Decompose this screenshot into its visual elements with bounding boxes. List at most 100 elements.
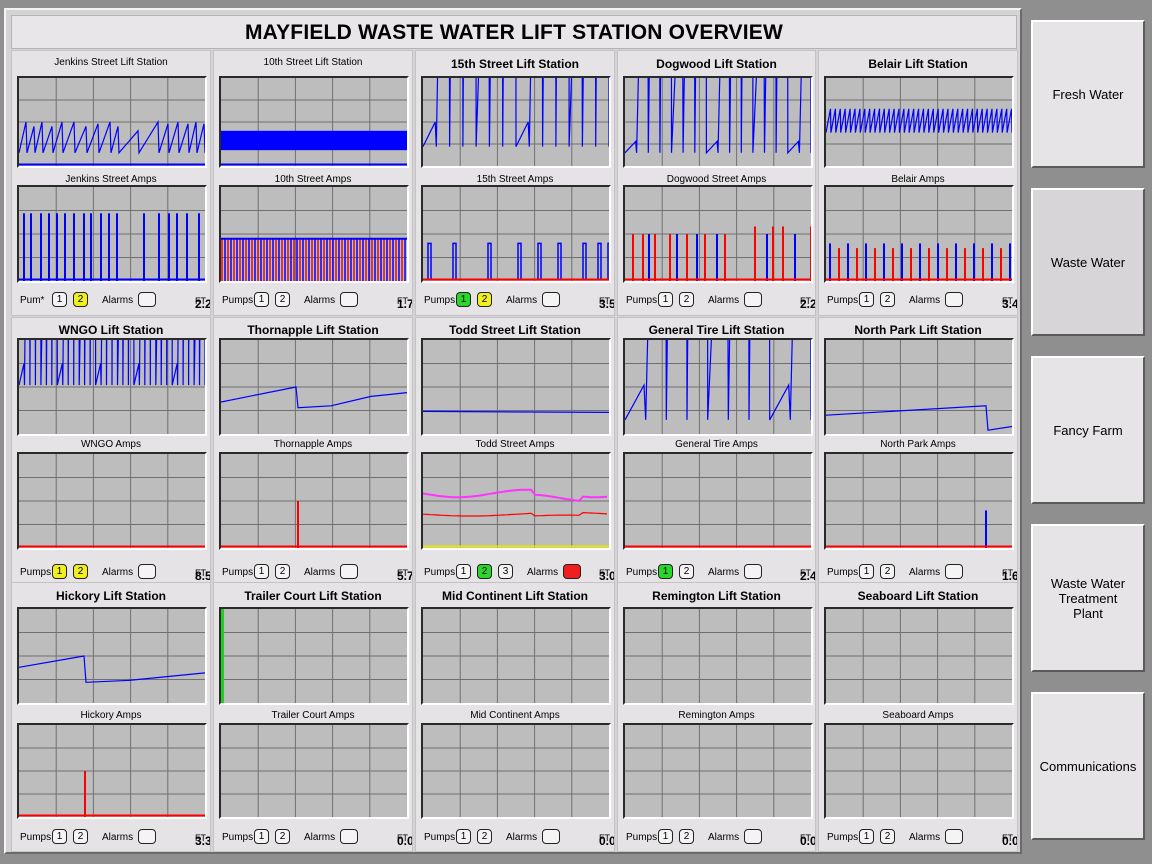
pump-2-indicator[interactable]: 2 (73, 292, 88, 307)
pump-1-indicator[interactable]: 1 (456, 829, 471, 844)
general-tire-lift-station-panel[interactable]: General Tire Lift Station General Tire Am… (617, 317, 816, 583)
pump-1-indicator[interactable]: 1 (456, 564, 471, 579)
amps-title: General Tire Amps (675, 439, 758, 450)
belair-lift-station-panel[interactable]: Belair Lift Station Belair Amps Pumps 1 2 Ala… (818, 50, 1018, 316)
alarm-indicator[interactable] (138, 292, 156, 307)
nav-fancy-farm-button[interactable]: Fancy Farm (1031, 356, 1145, 504)
alarm-indicator[interactable] (542, 292, 560, 307)
amps-title: 15th Street Amps (476, 174, 554, 185)
alarm-indicator[interactable] (744, 564, 762, 579)
pump-1-indicator[interactable]: 1 (658, 564, 673, 579)
alarm-indicator[interactable] (563, 564, 581, 579)
alarm-indicator[interactable] (542, 829, 560, 844)
todd-street-lift-station-panel[interactable]: Todd Street Lift Station Todd Street Amps… (415, 317, 615, 583)
alarm-indicator[interactable] (945, 564, 963, 579)
pump-1-indicator[interactable]: 1 (254, 564, 269, 579)
seaboard-lift-station-panel[interactable]: Seaboard Lift Station Seaboard Amps Pumps 1… (818, 582, 1018, 852)
pump-1-indicator[interactable]: 1 (859, 829, 874, 844)
level-unit: FT (195, 568, 206, 578)
alarm-indicator[interactable] (945, 829, 963, 844)
overview-panel: MAYFIELD WASTE WATER LIFT STATION OVERVI… (4, 8, 1022, 854)
pump-2-indicator[interactable]: 2 (477, 564, 492, 579)
amps-title: Remington Amps (678, 710, 755, 721)
alarm-indicator[interactable] (744, 292, 762, 307)
trailer-court-lift-station-panel[interactable]: Trailer Court Lift Station Trailer Court … (213, 582, 413, 852)
level-unit: FT (800, 296, 811, 306)
nav-waste-water-treatment-plant-button[interactable]: Waste Water Treatment Plant (1031, 524, 1145, 672)
pump-2-indicator[interactable]: 2 (275, 292, 290, 307)
remington-lift-station-panel[interactable]: Remington Lift Station Remington Amps Pump… (617, 582, 816, 852)
north-park-lift-station-panel[interactable]: North Park Lift Station North Park Amps Pu… (818, 317, 1018, 583)
pumps-label: Pumps (424, 567, 456, 578)
pump-2-indicator[interactable]: 2 (477, 292, 492, 307)
15th-street-lift-station-panel[interactable]: 15th Street Lift Station 15th Street Amps… (415, 50, 615, 316)
station-title: Trailer Court Lift Station (244, 589, 382, 603)
alarms-label: Alarms (909, 832, 941, 843)
alarm-indicator[interactable] (945, 292, 963, 307)
pump-1-indicator[interactable]: 1 (52, 829, 67, 844)
pump-1-indicator[interactable]: 1 (52, 564, 67, 579)
pump-1-indicator[interactable]: 1 (658, 829, 673, 844)
mid-continent-lift-station-panel[interactable]: Mid Continent Lift Station Mid Continent … (415, 582, 615, 852)
amps-title: Hickory Amps (80, 710, 142, 721)
pump-1-indicator[interactable]: 1 (254, 292, 269, 307)
pumps-label: Pumps (424, 832, 456, 843)
alarms-label: Alarms (102, 295, 134, 306)
pump-2-indicator[interactable]: 2 (275, 564, 290, 579)
amps-title: WNGO Amps (80, 439, 141, 450)
pumps-label: Pumps (827, 567, 859, 578)
station-title: Dogwood Lift Station (656, 57, 777, 71)
pump-2-indicator[interactable]: 2 (275, 829, 290, 844)
nav-waste-water-button[interactable]: Waste Water (1031, 188, 1145, 336)
nav-fresh-water-button[interactable]: Fresh Water (1031, 20, 1145, 168)
amps-trend-plot (219, 723, 409, 819)
hickory-lift-station-panel[interactable]: Hickory Lift Station Hickory Amps Pumps 1 2 A… (11, 582, 211, 852)
alarm-indicator[interactable] (744, 829, 762, 844)
amps-trend-plot (219, 185, 409, 283)
pumps-label: Pumps (827, 295, 859, 306)
alarm-indicator[interactable] (340, 292, 358, 307)
station-title: Seaboard Lift Station (857, 589, 979, 603)
pump-1-indicator[interactable]: 1 (658, 292, 673, 307)
alarm-indicator[interactable] (340, 564, 358, 579)
thornapple-lift-station-panel[interactable]: Thornapple Lift Station Thornapple Amps Pu… (213, 317, 413, 583)
pump-2-indicator[interactable]: 2 (679, 292, 694, 307)
wet-well-level: 0.0 FT (397, 830, 412, 848)
alarms-label: Alarms (506, 295, 538, 306)
pump-2-indicator[interactable]: 2 (880, 564, 895, 579)
pump-1-indicator[interactable]: 1 (456, 292, 471, 307)
pump-2-indicator[interactable]: 2 (880, 829, 895, 844)
pump-1-indicator[interactable]: 1 (859, 292, 874, 307)
station-title: Todd Street Lift Station (449, 323, 581, 337)
jenkins-street-lift-station-panel[interactable]: Jenkins Street Lift Station Jenkins Stree… (11, 50, 211, 316)
amps-trend-plot (421, 723, 611, 819)
pump-3-indicator[interactable]: 3 (498, 564, 513, 579)
pump-2-indicator[interactable]: 2 (880, 292, 895, 307)
dogwood-lift-station-panel[interactable]: Dogwood Lift Station Dogwood Street Amps P… (617, 50, 816, 316)
level-trend-plot (17, 607, 207, 705)
station-status-bar: Pumps 1 2 Alarms 2.4 FT (618, 563, 815, 582)
level-value: 3.5 (599, 297, 615, 311)
wngo-lift-station-panel[interactable]: WNGO Lift Station WNGO Amps Pumps 1 2 Alarms 8… (11, 317, 211, 583)
nav-communications-button[interactable]: Communications (1031, 692, 1145, 840)
pump-2-indicator[interactable]: 2 (679, 564, 694, 579)
pump-1-indicator[interactable]: 1 (859, 564, 874, 579)
amps-title: Dogwood Street Amps (666, 174, 767, 185)
pumps-label: Pumps (20, 567, 52, 578)
alarm-indicator[interactable] (138, 829, 156, 844)
pump-2-indicator[interactable]: 2 (679, 829, 694, 844)
wet-well-level: 5.7 FT (397, 565, 412, 582)
pump-1-indicator[interactable]: 1 (254, 829, 269, 844)
10th-street-lift-station-panel[interactable]: 10th Street Lift Station 10th Street Amps… (213, 50, 413, 316)
alarm-indicator[interactable] (340, 829, 358, 844)
pump-2-indicator[interactable]: 2 (73, 564, 88, 579)
alarm-indicator[interactable] (138, 564, 156, 579)
pump-1-indicator[interactable]: 1 (52, 292, 67, 307)
pump-2-indicator[interactable]: 2 (73, 829, 88, 844)
alarms-label: Alarms (909, 295, 941, 306)
page-title: MAYFIELD WASTE WATER LIFT STATION OVERVI… (11, 15, 1017, 49)
level-unit: FT (397, 568, 408, 578)
pump-2-indicator[interactable]: 2 (477, 829, 492, 844)
level-unit: FT (800, 568, 811, 578)
station-title: Jenkins Street Lift Station (54, 57, 168, 68)
